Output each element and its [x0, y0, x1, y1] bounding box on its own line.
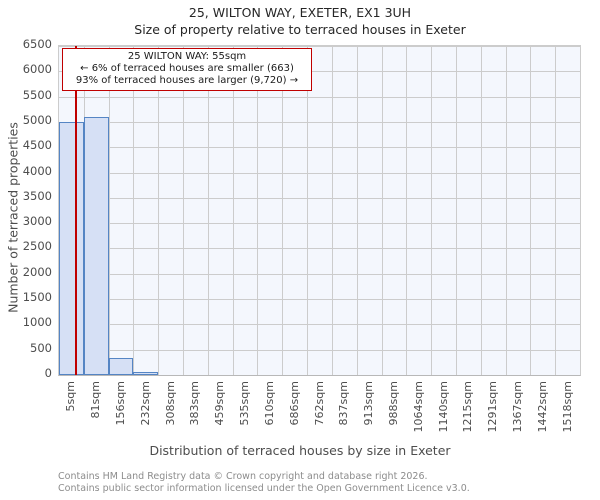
x-axis-tick-label: 1140sqm: [436, 381, 450, 433]
y-axis-tick-label: 4500: [22, 138, 52, 153]
chart-subtitle: Size of property relative to terraced ho…: [134, 22, 466, 37]
histogram-bar: [59, 122, 84, 375]
annotation-line-3: 93% of terraced houses are larger (9,720…: [75, 75, 299, 86]
grid-line-vertical: [108, 46, 110, 375]
y-axis-tick-label: 6500: [22, 37, 52, 51]
y-axis-tick-label: 3500: [22, 188, 52, 203]
plot-area: [58, 45, 581, 376]
grid-line-horizontal: [59, 172, 580, 174]
grid-line-vertical: [232, 46, 234, 375]
x-axis-tick-label: 81sqm: [89, 381, 103, 419]
x-axis-tick-label: 762sqm: [312, 381, 326, 426]
grid-line-horizontal: [59, 46, 580, 47]
grid-line-vertical: [431, 46, 433, 375]
x-axis-tick-label: 1064sqm: [411, 381, 425, 433]
grid-line-vertical: [505, 46, 507, 375]
histogram-bar: [108, 357, 134, 375]
property-annotation-box: 25 WILTON WAY: 55sqm ← 6% of terraced ho…: [62, 48, 312, 91]
x-axis-tick-label: 686sqm: [287, 381, 301, 426]
grid-line-vertical: [356, 46, 358, 375]
grid-line-horizontal: [59, 324, 580, 326]
y-axis-tick-label: 0: [44, 366, 52, 380]
chart-title-block: 25, WILTON WAY, EXETER, EX1 3UH Size of …: [0, 0, 600, 38]
x-axis-tick-label: 913sqm: [362, 381, 376, 426]
grid-line-horizontal: [59, 147, 580, 149]
grid-line-horizontal: [59, 197, 580, 199]
attribution-footer: Contains HM Land Registry data © Crown c…: [58, 471, 588, 494]
y-axis-tick-label: 3000: [22, 214, 52, 229]
grid-line-vertical: [207, 46, 209, 375]
x-axis-tick-label: 837sqm: [337, 381, 351, 426]
grid-line-vertical: [282, 46, 284, 375]
x-axis-title: Distribution of terraced houses by size …: [149, 443, 451, 458]
grid-line-horizontal: [59, 349, 580, 351]
grid-line-vertical: [307, 46, 309, 375]
histogram-bar: [83, 116, 109, 375]
annotation-line-2: ← 6% of terraced houses are smaller (663…: [80, 63, 294, 74]
page-title: 25, WILTON WAY, EXETER, EX1 3UH: [188, 5, 412, 20]
x-axis-tick-label: 610sqm: [262, 381, 276, 426]
grid-line-vertical: [555, 46, 557, 375]
grid-line-horizontal: [59, 248, 580, 250]
grid-line-horizontal: [59, 273, 580, 275]
grid-line-vertical: [158, 46, 160, 375]
x-axis-tick-label: 1518sqm: [560, 381, 574, 433]
grid-line-vertical: [133, 46, 135, 375]
grid-line-horizontal: [59, 223, 580, 225]
grid-line-horizontal: [59, 96, 580, 98]
x-axis-tick-label: 459sqm: [213, 381, 227, 426]
grid-line-vertical: [183, 46, 185, 375]
x-axis-tick-label: 383sqm: [188, 381, 202, 426]
footer-line-1: Contains HM Land Registry data © Crown c…: [58, 471, 428, 482]
x-axis-tick-label: 308sqm: [163, 381, 177, 426]
y-axis-title: Number of terraced properties: [5, 122, 21, 313]
histogram-bar: [133, 371, 159, 375]
x-axis-tick-label: 1215sqm: [461, 381, 475, 433]
y-axis-tick-label: 4000: [22, 163, 52, 178]
grid-line-vertical: [480, 46, 482, 375]
grid-line-horizontal: [59, 71, 580, 73]
y-axis-tick-label: 6000: [22, 62, 52, 77]
grid-line-horizontal: [59, 121, 580, 123]
grid-line-vertical: [331, 46, 333, 375]
grid-line-vertical: [257, 46, 259, 375]
x-axis-tick-label: 988sqm: [386, 381, 400, 426]
x-axis-tick-label: 232sqm: [138, 381, 152, 426]
grid-line-vertical: [530, 46, 532, 375]
y-axis-tick-label: 5000: [22, 112, 52, 127]
x-axis-tick-label: 535sqm: [238, 381, 252, 426]
grid-line-vertical: [406, 46, 408, 375]
grid-line-vertical: [455, 46, 457, 375]
y-axis-tick-label: 2500: [22, 239, 52, 254]
y-axis-tick-label: 1500: [22, 290, 52, 305]
x-axis-tick-label: 1367sqm: [510, 381, 524, 433]
grid-line-vertical: [381, 46, 383, 375]
annotation-line-1: 25 WILTON WAY: 55sqm: [127, 51, 247, 62]
y-axis-tick-label: 2000: [22, 264, 52, 279]
y-axis-tick-label: 500: [30, 340, 52, 355]
grid-line-horizontal: [59, 299, 580, 301]
y-axis-tick-label: 5500: [22, 87, 52, 102]
property-size-marker-line: [75, 46, 78, 375]
x-axis-tick-label: 5sqm: [64, 381, 78, 412]
y-axis-tick-label: 1000: [22, 315, 52, 330]
x-axis-tick-label: 156sqm: [114, 381, 128, 426]
x-axis-tick-label: 1291sqm: [486, 381, 500, 433]
x-axis-tick-label: 1442sqm: [535, 381, 549, 433]
footer-line-2: Contains public sector information licen…: [58, 482, 470, 494]
